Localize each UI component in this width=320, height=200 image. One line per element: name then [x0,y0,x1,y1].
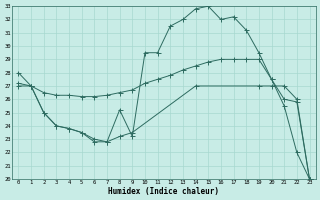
X-axis label: Humidex (Indice chaleur): Humidex (Indice chaleur) [108,187,220,196]
